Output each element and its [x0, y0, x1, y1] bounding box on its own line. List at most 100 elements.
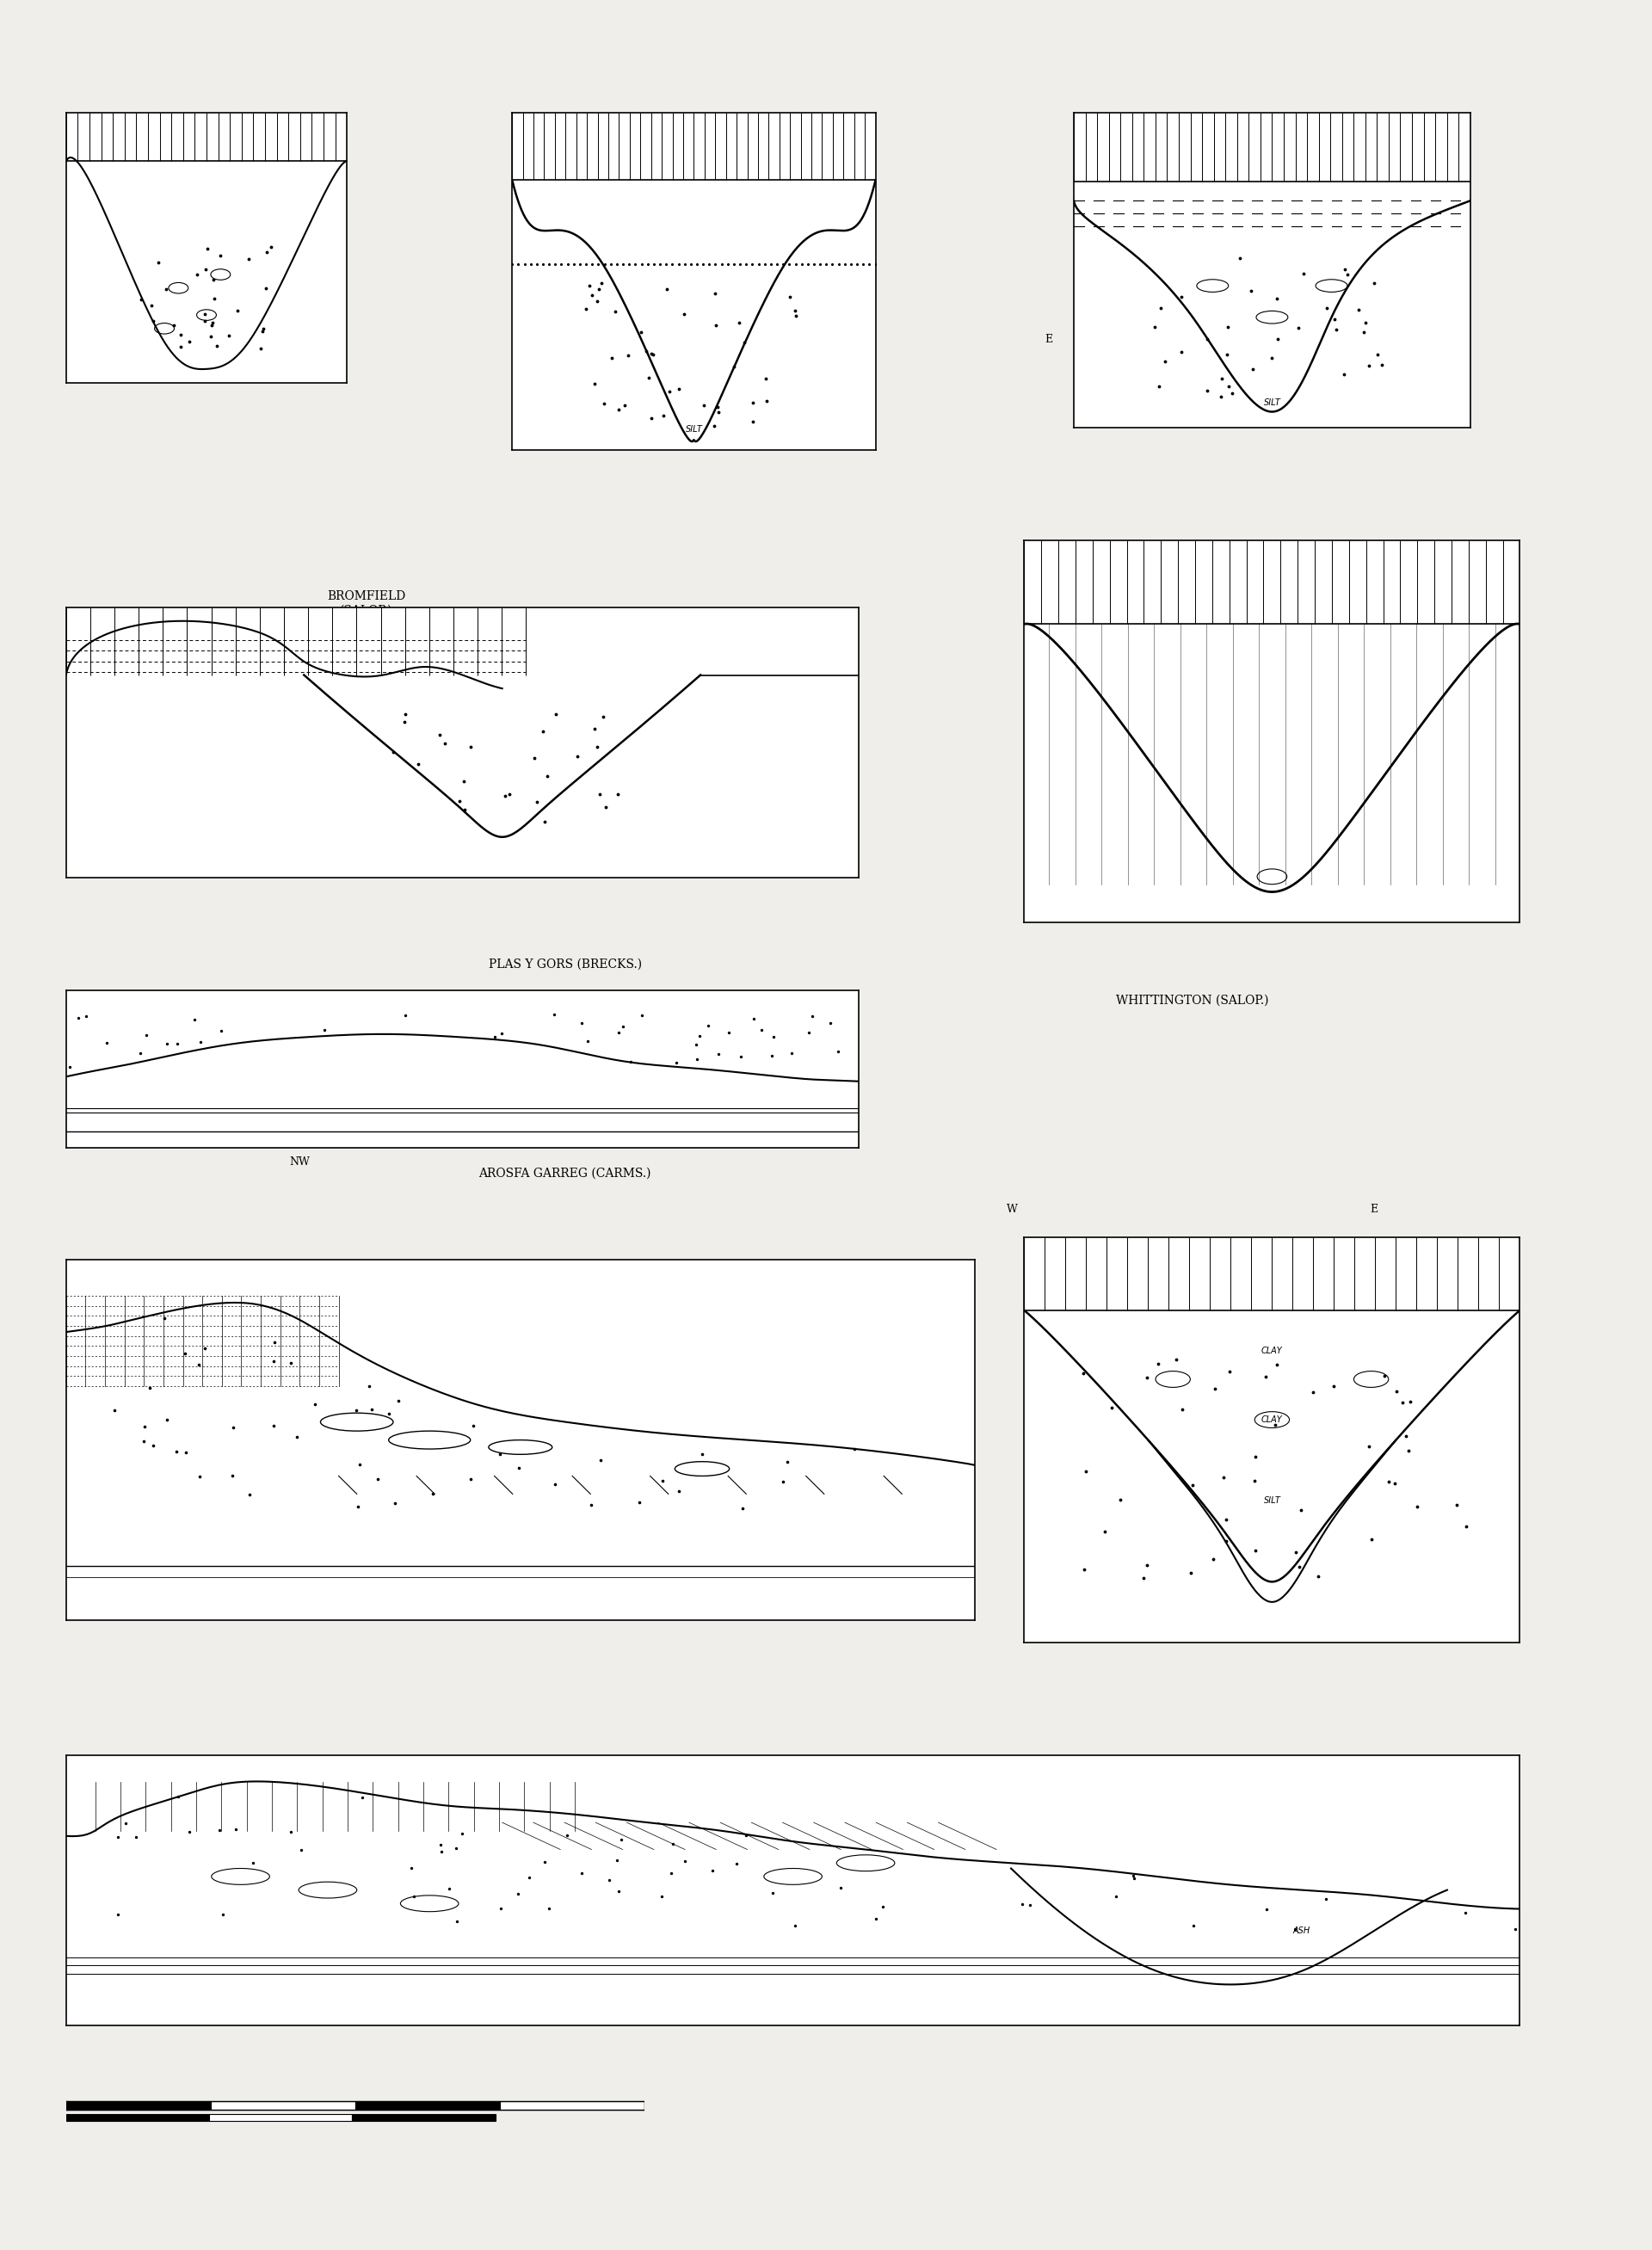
Point — [167, 243, 193, 279]
Point — [590, 700, 616, 736]
Point — [1201, 1370, 1227, 1406]
Point — [94, 1026, 121, 1062]
Point — [633, 333, 659, 369]
Point — [720, 245, 747, 281]
Point — [1214, 308, 1241, 344]
Point — [129, 284, 155, 320]
Point — [1287, 1550, 1313, 1586]
Point — [1285, 310, 1312, 346]
Point — [355, 1368, 382, 1404]
Point — [605, 1872, 631, 1908]
Point — [134, 259, 160, 295]
Point — [720, 349, 747, 385]
Point — [740, 1001, 767, 1037]
Text: AROSFA GARREG (CARMS.): AROSFA GARREG (CARMS.) — [479, 1168, 651, 1179]
Bar — [211, 2102, 355, 2110]
Point — [568, 1854, 595, 1890]
Point — [694, 1008, 720, 1044]
Point — [629, 997, 656, 1033]
Point — [795, 245, 821, 281]
Point — [1214, 335, 1241, 371]
Point — [691, 245, 717, 281]
Text: RCAHMW: RCAHMW — [309, 1951, 396, 1966]
Point — [702, 245, 729, 281]
Point — [603, 1843, 629, 1879]
Point — [358, 1390, 385, 1426]
Point — [206, 1811, 233, 1847]
Point — [671, 297, 697, 333]
Point — [598, 245, 624, 281]
Text: WHITTINGTON (SALOP.): WHITTINGTON (SALOP.) — [1117, 994, 1269, 1006]
Point — [482, 1019, 509, 1055]
Point — [862, 245, 889, 281]
Text: 0: 0 — [258, 1912, 264, 1924]
Point — [524, 785, 550, 821]
Point — [1239, 351, 1265, 387]
Point — [618, 1044, 644, 1080]
Text: NW: NW — [289, 1157, 311, 1168]
Point — [1219, 376, 1246, 412]
Point — [818, 1006, 844, 1042]
Point — [641, 245, 667, 281]
Point — [261, 1408, 287, 1445]
Point — [401, 1879, 428, 1915]
Point — [649, 1879, 676, 1915]
Point — [729, 1490, 755, 1526]
Point — [532, 803, 558, 839]
Point — [1356, 346, 1383, 382]
Ellipse shape — [763, 1867, 823, 1886]
Point — [1170, 1390, 1196, 1426]
Ellipse shape — [836, 1854, 895, 1872]
Point — [544, 698, 570, 734]
Point — [724, 1845, 750, 1881]
Point — [496, 776, 522, 812]
Point — [377, 1395, 403, 1431]
Point — [646, 245, 672, 281]
Point — [1092, 1514, 1118, 1550]
Point — [705, 394, 732, 430]
Point — [555, 245, 582, 281]
Point — [530, 713, 557, 749]
Point — [639, 335, 666, 371]
Point — [588, 266, 615, 302]
Point — [610, 245, 636, 281]
Point — [278, 1814, 304, 1849]
Text: 2 Metres: 2 Metres — [657, 1881, 705, 1892]
Point — [585, 245, 611, 281]
Point — [278, 1346, 304, 1382]
Point — [616, 245, 643, 281]
Bar — [66, 2102, 211, 2110]
Point — [758, 245, 785, 281]
Point — [392, 704, 418, 740]
Point — [499, 245, 525, 281]
Point — [567, 245, 593, 281]
Point — [582, 711, 608, 747]
Point — [795, 1015, 821, 1051]
Point — [638, 335, 664, 371]
Point — [398, 1849, 425, 1886]
Point — [188, 234, 215, 270]
Point — [1381, 1465, 1408, 1501]
Point — [672, 1843, 699, 1879]
Point — [344, 1490, 370, 1526]
Ellipse shape — [1257, 868, 1287, 884]
Point — [732, 324, 758, 360]
Point — [608, 1820, 634, 1856]
Point — [311, 1012, 337, 1049]
Point — [715, 1015, 742, 1051]
Point — [382, 1485, 408, 1521]
Point — [684, 245, 710, 281]
Point — [106, 1818, 132, 1854]
Point — [699, 1854, 725, 1890]
Point — [605, 776, 631, 812]
Point — [575, 1024, 601, 1060]
Point — [758, 1037, 785, 1073]
Point — [628, 245, 654, 281]
Point — [1282, 1912, 1308, 1949]
Point — [1009, 1886, 1036, 1922]
Point — [150, 1300, 177, 1336]
Point — [534, 758, 560, 794]
Point — [844, 245, 871, 281]
Point — [1305, 1559, 1332, 1595]
Ellipse shape — [1156, 1370, 1191, 1388]
